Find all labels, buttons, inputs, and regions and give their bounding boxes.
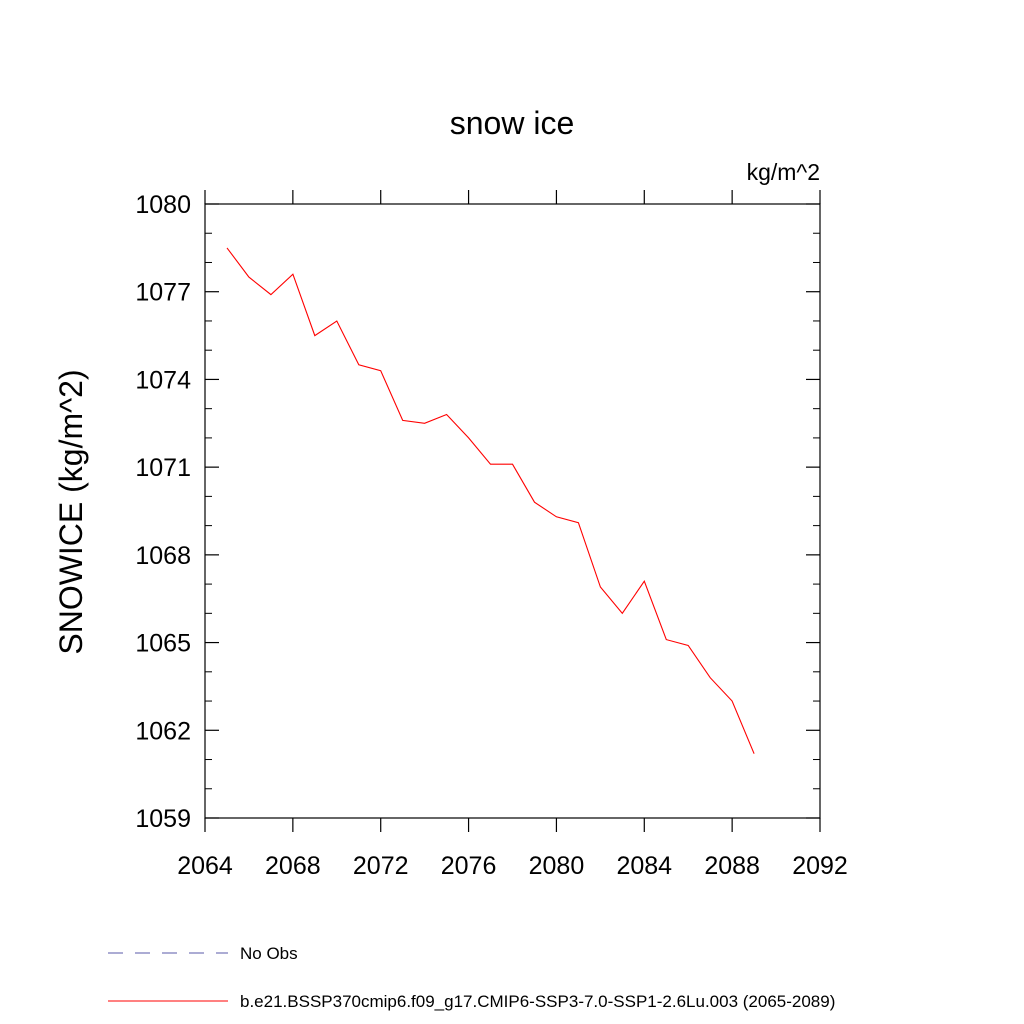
x-tick-label: 2088 xyxy=(704,852,760,880)
legend: No Obs b.e21.BSSP370cmip6.f09_g17.CMIP6-… xyxy=(108,944,835,1011)
data-point xyxy=(358,364,359,365)
y-tick-label: 1065 xyxy=(135,630,191,658)
legend-series-label: b.e21.BSSP370cmip6.f09_g17.CMIP6-SSP3-7.… xyxy=(240,992,835,1011)
x-tick-label: 2068 xyxy=(265,852,321,880)
data-point xyxy=(512,464,513,465)
data-point xyxy=(732,701,733,702)
data-point xyxy=(688,645,689,646)
data-point xyxy=(380,370,381,371)
data-point xyxy=(446,414,447,415)
data-point xyxy=(578,522,579,523)
data-point xyxy=(424,423,425,424)
data-point xyxy=(248,277,249,278)
y-tick-label: 1068 xyxy=(135,542,191,570)
data-point xyxy=(314,335,315,336)
x-tick-label: 2064 xyxy=(177,852,233,880)
y-tick-label: 1074 xyxy=(135,366,191,394)
y-tick-label: 1059 xyxy=(135,805,191,833)
series-line-0 xyxy=(226,247,755,754)
series-layer xyxy=(226,247,755,754)
data-point xyxy=(292,274,293,275)
data-point xyxy=(336,320,337,321)
x-tick-label: 2080 xyxy=(529,852,585,880)
data-point xyxy=(622,613,623,614)
data-point xyxy=(468,437,469,438)
y-axis-label: SNOWICE (kg/m^2) xyxy=(53,369,89,654)
data-point xyxy=(600,587,601,588)
legend-no-obs-label: No Obs xyxy=(240,944,298,963)
data-point xyxy=(710,677,711,678)
x-tick-label: 2084 xyxy=(616,852,672,880)
units-label: kg/m^2 xyxy=(747,159,820,185)
data-point xyxy=(644,581,645,582)
x-tick-label: 2092 xyxy=(792,852,848,880)
data-point xyxy=(666,639,667,640)
y-tick-label: 1071 xyxy=(135,454,191,482)
chart-title: snow ice xyxy=(450,105,575,141)
data-point xyxy=(270,294,271,295)
y-axis-ticks: 1059 1062 1065 1068 1071 1074 1077 1080 xyxy=(135,191,820,833)
x-tick-label: 2072 xyxy=(353,852,409,880)
x-axis-ticks: 2064 2068 2072 2076 2080 2084 2088 2092 xyxy=(177,190,848,880)
data-point xyxy=(490,464,491,465)
y-tick-label: 1080 xyxy=(135,191,191,219)
y-tick-label: 1077 xyxy=(135,279,191,307)
data-point xyxy=(556,516,557,517)
data-point xyxy=(226,247,227,248)
x-tick-label: 2076 xyxy=(441,852,497,880)
y-tick-label: 1062 xyxy=(135,717,191,745)
data-point xyxy=(402,420,403,421)
data-point xyxy=(534,502,535,503)
plot-frame xyxy=(204,203,821,819)
data-point xyxy=(754,753,755,754)
